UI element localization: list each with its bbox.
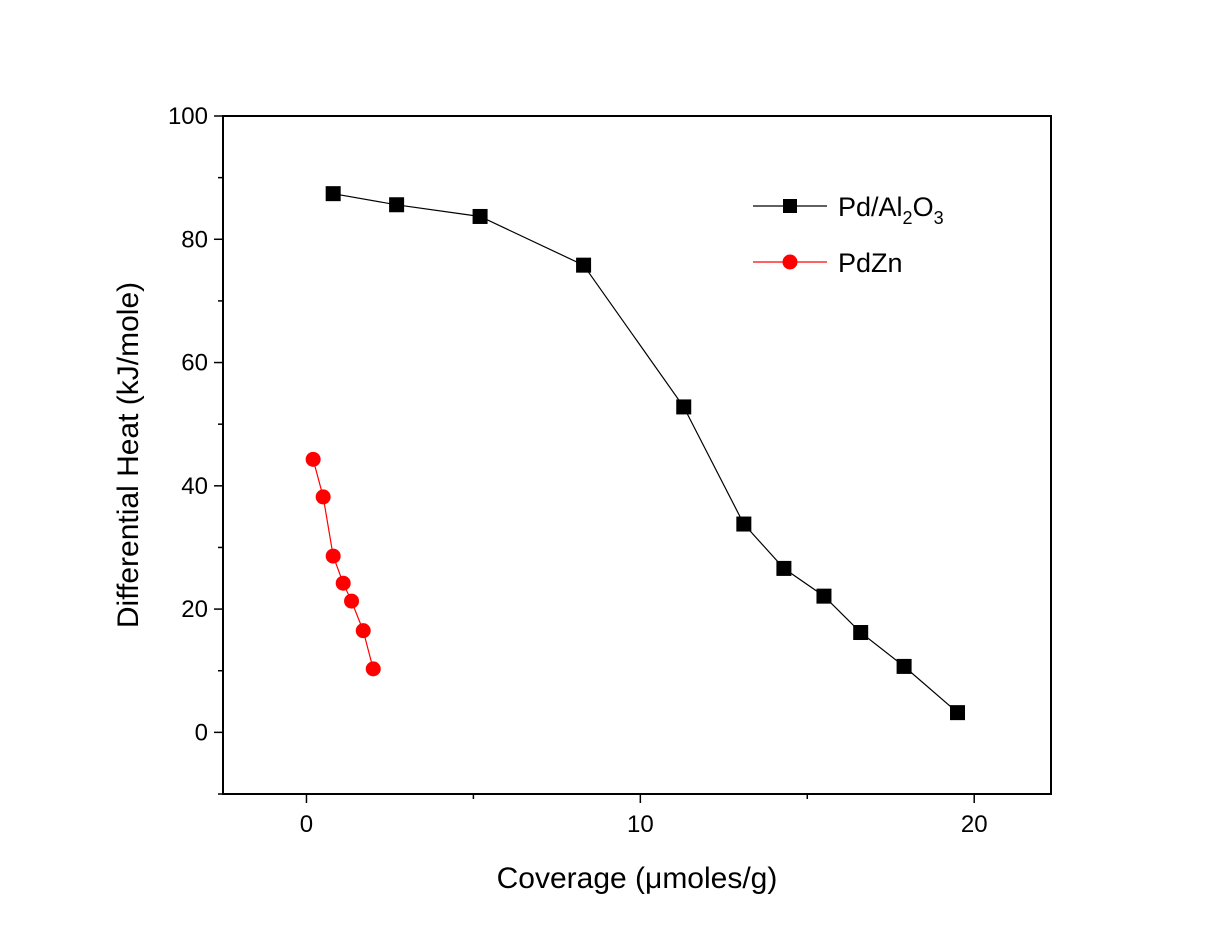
legend: Pd/Al2O3 PdZn: [753, 192, 944, 278]
data-point: [344, 593, 360, 609]
data-point: [472, 208, 488, 224]
y-tick-label: 20: [181, 596, 208, 623]
x-tick-label: 20: [961, 811, 988, 838]
y-axis-title: Differential Heat (kJ/mole): [112, 282, 145, 628]
data-point: [950, 705, 966, 721]
data-point: [365, 661, 381, 677]
x-tick-label: 10: [627, 811, 654, 838]
legend-marker-pdzn: [782, 254, 798, 270]
data-point: [896, 658, 912, 674]
tick-labels: 0 10 20 0 20 40 60 80 100: [168, 103, 988, 838]
y-tick-label: 40: [181, 473, 208, 500]
data-point: [853, 625, 869, 641]
data-point: [305, 451, 321, 467]
series-layer: [305, 186, 966, 721]
data-point: [676, 399, 692, 415]
axis-ticks: [214, 115, 975, 803]
series-pd-al2o3: [325, 186, 966, 721]
legend-label-pd-al2o3: Pd/Al2O3: [838, 192, 944, 228]
legend-marker-pd-al2o3: [783, 199, 797, 213]
series-pdzn: [305, 451, 381, 677]
y-tick-label: 0: [195, 719, 208, 746]
data-point: [315, 489, 331, 505]
data-point: [776, 560, 792, 576]
data-point: [736, 516, 752, 532]
data-point: [389, 197, 405, 213]
plot-frame: [222, 115, 1052, 795]
data-point: [325, 186, 341, 202]
y-tick-label: 60: [181, 350, 208, 377]
data-point: [816, 588, 832, 604]
legend-label-pdzn: PdZn: [838, 248, 903, 278]
data-point: [355, 623, 371, 639]
data-point: [325, 548, 341, 564]
x-tick-label: 0: [300, 811, 313, 838]
y-tick-label: 100: [168, 103, 208, 130]
y-tick-label: 80: [181, 226, 208, 253]
data-point: [335, 575, 351, 591]
data-point: [576, 257, 592, 273]
x-axis-title: Coverage (μmoles/g): [497, 862, 778, 895]
